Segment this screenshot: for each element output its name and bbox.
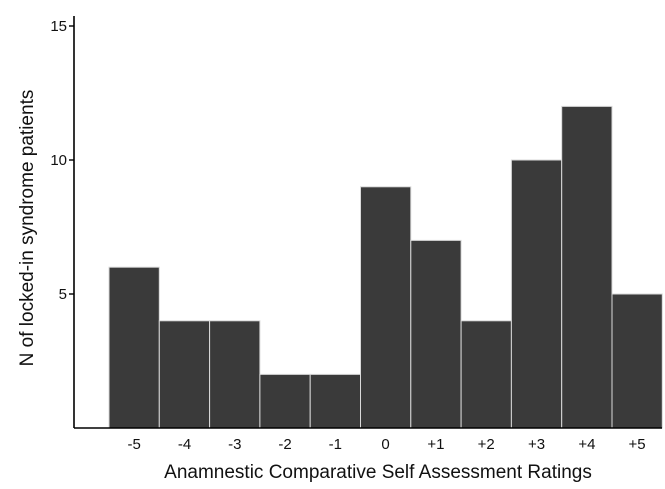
bar-+1 [410,239,462,429]
bar-+3 [510,159,563,429]
x-tick-label: -4 [178,436,191,453]
bar--5 [108,266,160,429]
x-axis-title: Anamnestic Comparative Self Assessment R… [164,462,592,483]
x-tick-label: +2 [478,436,495,453]
x-tick-label: +5 [629,436,646,453]
bar--3 [209,320,261,429]
x-tick-label: -3 [228,436,241,453]
y-axis-title: N of locked-in syndrome patients [17,90,38,367]
x-tick-label: -2 [278,436,291,453]
y-tick-label: 5 [59,286,67,303]
y-axis-ticks: 5 10 15 [50,18,74,303]
bar--2 [259,373,311,429]
x-tick-labels: -5 -4 -3 -2 -1 0 +1 +2 +3 +4 +5 [128,436,646,453]
bar-+2 [460,320,512,429]
bar-+5 [611,293,663,429]
bar-+4 [561,105,613,429]
x-tick-label: +4 [578,436,595,453]
bar--4 [158,320,211,429]
x-tick-label: 0 [381,436,389,453]
x-tick-label: +3 [528,436,545,453]
y-tick-label: 10 [50,152,67,169]
x-tick-label: +1 [427,436,444,453]
y-tick-label: 15 [50,18,67,35]
bars-group [108,105,663,429]
x-tick-label: -1 [329,436,342,453]
bar--1 [309,373,362,429]
x-tick-label: -5 [128,436,141,453]
bar-0 [360,186,412,429]
